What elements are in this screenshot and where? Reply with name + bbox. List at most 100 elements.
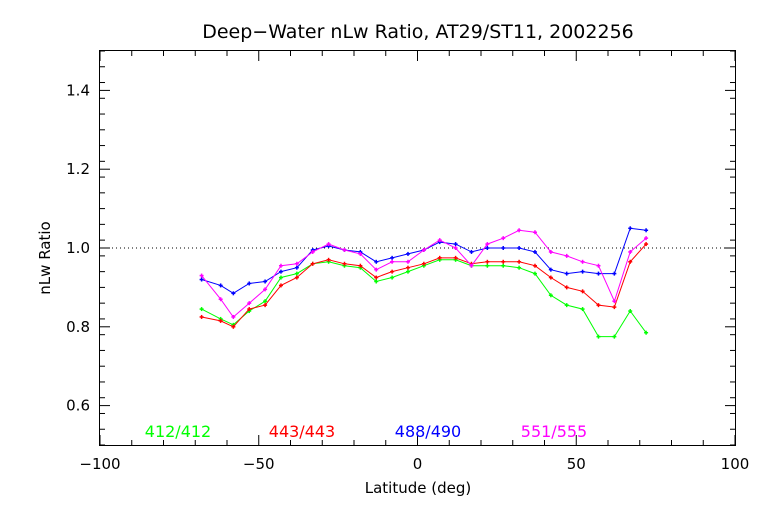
data-point-551-555 <box>405 259 410 264</box>
data-point-551-555 <box>517 228 522 233</box>
data-point-488-490 <box>405 251 410 256</box>
x-axis-label: Latitude (deg) <box>365 479 471 497</box>
y-tick-label: 0.6 <box>66 397 90 415</box>
data-point-551-555 <box>421 247 426 252</box>
data-point-412-412 <box>485 263 490 268</box>
data-point-443-443 <box>421 261 426 266</box>
data-point-551-555 <box>612 299 617 304</box>
data-point-412-412 <box>199 307 204 312</box>
data-point-488-490 <box>485 246 490 250</box>
data-point-551-555 <box>453 246 458 250</box>
data-point-443-443 <box>294 275 299 280</box>
data-point-443-443 <box>310 261 315 266</box>
data-point-443-443 <box>628 259 633 264</box>
legend-entry-551-555: 551/555 <box>521 422 587 441</box>
data-point-551-555 <box>596 263 601 268</box>
data-point-412-412 <box>564 303 569 308</box>
legend-entry-412-412: 412/412 <box>145 422 211 441</box>
x-tick-label: −50 <box>243 455 275 473</box>
data-point-488-490 <box>278 269 283 274</box>
data-point-551-555 <box>218 297 223 302</box>
data-point-551-555 <box>469 263 474 268</box>
data-point-488-490 <box>263 279 268 284</box>
data-point-443-443 <box>548 275 553 280</box>
data-point-488-490 <box>247 281 252 286</box>
data-point-443-443 <box>437 255 442 260</box>
data-point-551-555 <box>358 251 363 256</box>
data-point-412-412 <box>612 334 617 339</box>
data-point-443-443 <box>517 259 522 264</box>
data-point-551-555 <box>390 259 395 264</box>
y-axis-label: nLw Ratio <box>36 221 54 294</box>
data-point-551-555 <box>278 263 283 268</box>
data-point-412-412 <box>263 299 268 304</box>
data-point-551-555 <box>628 249 633 254</box>
y-tick-label: 1.2 <box>66 160 90 178</box>
data-point-551-555 <box>326 242 331 247</box>
data-point-412-412 <box>548 293 553 298</box>
data-point-488-490 <box>517 246 522 250</box>
data-point-551-555 <box>231 314 236 319</box>
data-point-443-443 <box>564 285 569 290</box>
data-point-551-555 <box>294 261 299 266</box>
data-point-443-443 <box>326 257 331 262</box>
y-tick-label: 1.0 <box>66 239 90 257</box>
x-tick-label: 50 <box>567 455 586 473</box>
data-point-488-490 <box>564 271 569 276</box>
plot-frame <box>99 50 736 446</box>
data-point-443-443 <box>580 289 585 294</box>
data-point-443-443 <box>405 265 410 270</box>
legend-entry-488-490: 488/490 <box>395 422 461 441</box>
data-point-443-443 <box>199 314 204 319</box>
data-point-488-490 <box>374 259 379 264</box>
data-point-488-490 <box>644 228 649 233</box>
data-point-551-555 <box>374 267 379 272</box>
data-point-412-412 <box>596 334 601 339</box>
data-point-488-490 <box>628 226 633 231</box>
x-tick-label: 100 <box>721 455 750 473</box>
data-point-443-443 <box>485 259 490 264</box>
data-point-443-443 <box>358 263 363 268</box>
data-point-412-412 <box>278 275 283 280</box>
data-point-551-555 <box>437 238 442 243</box>
data-point-488-490 <box>231 291 236 296</box>
data-point-551-555 <box>485 242 490 247</box>
data-point-443-443 <box>263 303 268 308</box>
data-point-412-412 <box>390 275 395 280</box>
data-point-551-555 <box>532 230 537 235</box>
legend-entry-443-443: 443/443 <box>269 422 335 441</box>
chart-title: Deep−Water nLw Ratio, AT29/ST11, 2002256 <box>202 21 634 43</box>
x-tick-label: 0 <box>413 455 423 473</box>
series-line-412-412 <box>201 259 647 338</box>
data-point-443-443 <box>453 255 458 260</box>
data-point-412-412 <box>517 265 522 270</box>
data-point-443-443 <box>247 307 252 312</box>
data-point-443-443 <box>532 263 537 268</box>
data-point-488-490 <box>596 271 601 276</box>
data-point-412-412 <box>501 263 506 268</box>
data-point-551-555 <box>263 287 268 292</box>
x-tick-label: −100 <box>79 455 120 473</box>
data-point-412-412 <box>644 330 649 335</box>
y-tick-label: 1.4 <box>66 81 90 99</box>
data-point-443-443 <box>374 275 379 280</box>
data-point-443-443 <box>231 324 236 329</box>
data-point-551-555 <box>310 249 315 254</box>
data-point-488-490 <box>580 269 585 274</box>
data-point-443-443 <box>218 318 223 323</box>
data-point-551-555 <box>644 236 649 241</box>
data-point-412-412 <box>405 269 410 274</box>
data-point-443-443 <box>278 283 283 288</box>
data-point-488-490 <box>453 242 458 247</box>
data-point-488-490 <box>469 249 474 254</box>
data-point-488-490 <box>501 246 506 250</box>
data-point-551-555 <box>342 247 347 252</box>
data-point-443-443 <box>390 269 395 274</box>
data-point-443-443 <box>342 261 347 266</box>
data-point-443-443 <box>596 303 601 308</box>
data-point-551-555 <box>548 249 553 254</box>
data-point-443-443 <box>501 259 506 264</box>
data-point-488-490 <box>612 271 617 276</box>
series-line-551-555 <box>201 229 647 318</box>
